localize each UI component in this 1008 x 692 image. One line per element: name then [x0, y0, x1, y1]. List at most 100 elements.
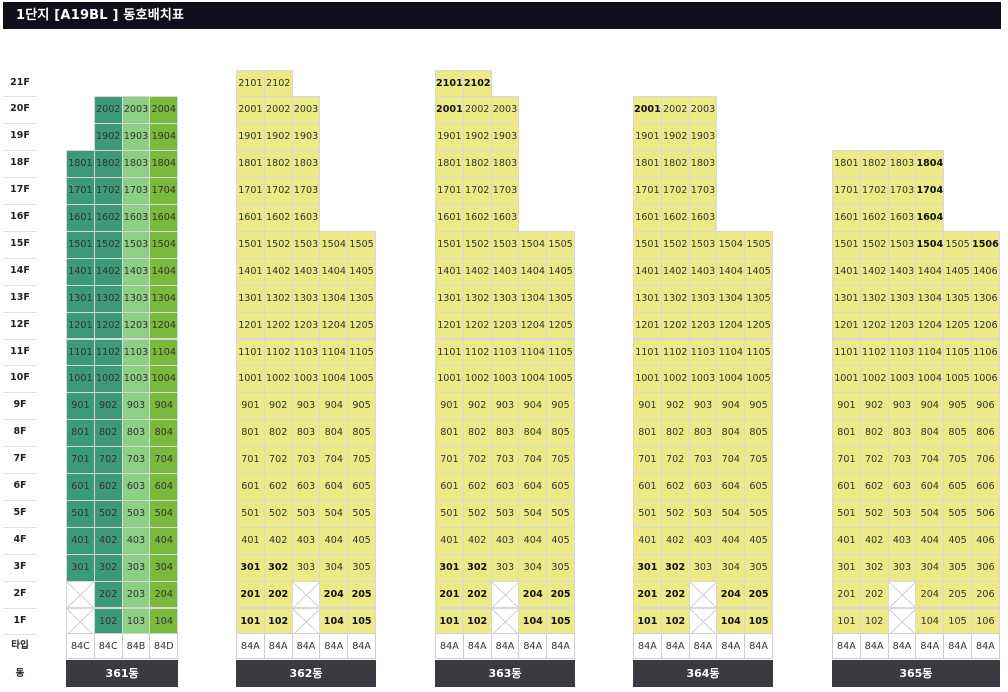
unit-cell[interactable]: 102	[263, 607, 293, 636]
unit-cell[interactable]: 401	[66, 526, 95, 555]
unit-cell[interactable]: 305	[943, 553, 972, 582]
unit-cell[interactable]: 1801	[633, 150, 662, 179]
unit-cell[interactable]: 505	[744, 499, 773, 528]
unit-cell[interactable]: 204	[915, 580, 945, 609]
unit-cell[interactable]: 1302	[462, 284, 492, 313]
unit-cell[interactable]: 304	[716, 553, 746, 582]
unit-cell[interactable]: 1402	[462, 257, 492, 286]
unit-cell[interactable]: 1304	[915, 284, 945, 313]
unit-cell[interactable]: 502	[93, 499, 123, 528]
building-name-bar[interactable]: 364동	[633, 660, 773, 687]
unit-cell[interactable]: 1402	[93, 257, 123, 286]
unit-cell[interactable]: 905	[546, 392, 575, 421]
unit-cell[interactable]: 1502	[263, 230, 293, 259]
unit-cell[interactable]: 406	[971, 526, 1000, 555]
unit-cell[interactable]: 1504	[319, 230, 349, 259]
unit-cell[interactable]: 1203	[490, 311, 520, 340]
unit-cell[interactable]: 303	[291, 553, 321, 582]
unit-cell[interactable]: 102	[859, 607, 889, 636]
unit-cell[interactable]: 1903	[291, 123, 321, 152]
unit-cell[interactable]: 302	[263, 553, 293, 582]
unit-cell[interactable]: 1303	[490, 284, 520, 313]
unit-cell[interactable]: 1405	[744, 257, 773, 286]
unit-cell[interactable]: 1403	[887, 257, 917, 286]
unit-cell[interactable]: 605	[744, 473, 773, 501]
unit-cell[interactable]: 705	[744, 446, 773, 474]
unit-cell[interactable]: 1701	[633, 177, 662, 205]
unit-cell[interactable]: 1803	[121, 150, 151, 179]
unit-cell[interactable]: 1203	[688, 311, 718, 340]
unit-cell[interactable]: 1404	[518, 257, 548, 286]
building-name-bar[interactable]: 365동	[832, 660, 1000, 687]
unit-cell[interactable]: 1703	[490, 177, 520, 205]
unit-cell[interactable]: 904	[915, 392, 945, 421]
unit-cell[interactable]: 1404	[149, 257, 179, 286]
unit-cell[interactable]: 1502	[660, 230, 690, 259]
unit-cell[interactable]: 1201	[832, 311, 861, 340]
unit-cell[interactable]: 1103	[490, 338, 520, 367]
unit-cell[interactable]: 703	[121, 446, 151, 474]
unit-cell[interactable]: 1802	[263, 150, 293, 179]
unit-cell[interactable]: 1903	[688, 123, 718, 152]
building-name-bar[interactable]: 362동	[236, 660, 376, 687]
unit-cell[interactable]: 1505	[744, 230, 773, 259]
unit-cell[interactable]: 402	[859, 526, 889, 555]
unit-cell[interactable]: 1603	[490, 204, 520, 232]
unit-cell[interactable]: 101	[236, 607, 265, 636]
unit-cell[interactable]: 2002	[263, 96, 293, 125]
unit-cell[interactable]: 1102	[93, 338, 123, 367]
unit-cell[interactable]: 805	[347, 419, 376, 448]
unit-cell[interactable]: 105	[347, 607, 376, 636]
unit-cell[interactable]: 1801	[832, 150, 861, 179]
unit-cell[interactable]: 303	[688, 553, 718, 582]
unit-cell[interactable]: 1202	[462, 311, 492, 340]
unit-cell[interactable]: 804	[319, 419, 349, 448]
unit-cell[interactable]: 1001	[236, 365, 265, 394]
unit-cell[interactable]: 802	[93, 419, 123, 448]
unit-cell[interactable]: 1904	[149, 123, 179, 152]
unit-cell[interactable]: 1405	[347, 257, 376, 286]
unit-cell[interactable]: 1801	[435, 150, 464, 179]
unit-cell[interactable]: 204	[518, 580, 548, 609]
unit-cell[interactable]: 1003	[887, 365, 917, 394]
unit-cell[interactable]: 1903	[121, 123, 151, 152]
unit-cell[interactable]: 1101	[66, 338, 95, 367]
unit-cell[interactable]: 104	[518, 607, 548, 636]
unit-cell[interactable]: 1803	[490, 150, 520, 179]
unit-cell[interactable]: 801	[832, 419, 861, 448]
unit-cell[interactable]: 402	[263, 526, 293, 555]
unit-cell[interactable]: 202	[263, 580, 293, 609]
unit-cell[interactable]: 201	[832, 580, 861, 609]
unit-cell[interactable]: 1703	[121, 177, 151, 205]
unit-cell[interactable]: 1405	[546, 257, 575, 286]
unit-cell[interactable]: 304	[319, 553, 349, 582]
unit-cell[interactable]: 903	[688, 392, 718, 421]
unit-cell[interactable]: 404	[915, 526, 945, 555]
unit-cell[interactable]: 105	[546, 607, 575, 636]
unit-cell[interactable]: 1203	[887, 311, 917, 340]
unit-cell[interactable]: 1103	[291, 338, 321, 367]
unit-cell[interactable]: 1602	[462, 204, 492, 232]
unit-cell[interactable]: 1902	[660, 123, 690, 152]
unit-cell[interactable]: 1104	[716, 338, 746, 367]
unit-cell[interactable]: 903	[887, 392, 917, 421]
unit-cell[interactable]: 602	[859, 473, 889, 501]
unit-cell[interactable]: 303	[887, 553, 917, 582]
unit-cell[interactable]: 1401	[633, 257, 662, 286]
unit-cell[interactable]: 1203	[291, 311, 321, 340]
unit-cell[interactable]: 1202	[263, 311, 293, 340]
unit-cell[interactable]: 1401	[236, 257, 265, 286]
unit-cell[interactable]: 504	[319, 499, 349, 528]
unit-cell[interactable]: 1401	[832, 257, 861, 286]
unit-cell[interactable]: 902	[859, 392, 889, 421]
unit-cell[interactable]: 2002	[660, 96, 690, 125]
unit-cell[interactable]: 905	[943, 392, 972, 421]
unit-cell[interactable]: 1003	[121, 365, 151, 394]
unit-cell[interactable]: 606	[971, 473, 1000, 501]
unit-cell[interactable]: 1105	[943, 338, 972, 367]
unit-cell[interactable]: 302	[93, 553, 123, 582]
unit-cell[interactable]: 1104	[149, 338, 179, 367]
unit-cell[interactable]: 1602	[660, 204, 690, 232]
unit-cell[interactable]: 1101	[236, 338, 265, 367]
unit-cell[interactable]: 405	[744, 526, 773, 555]
